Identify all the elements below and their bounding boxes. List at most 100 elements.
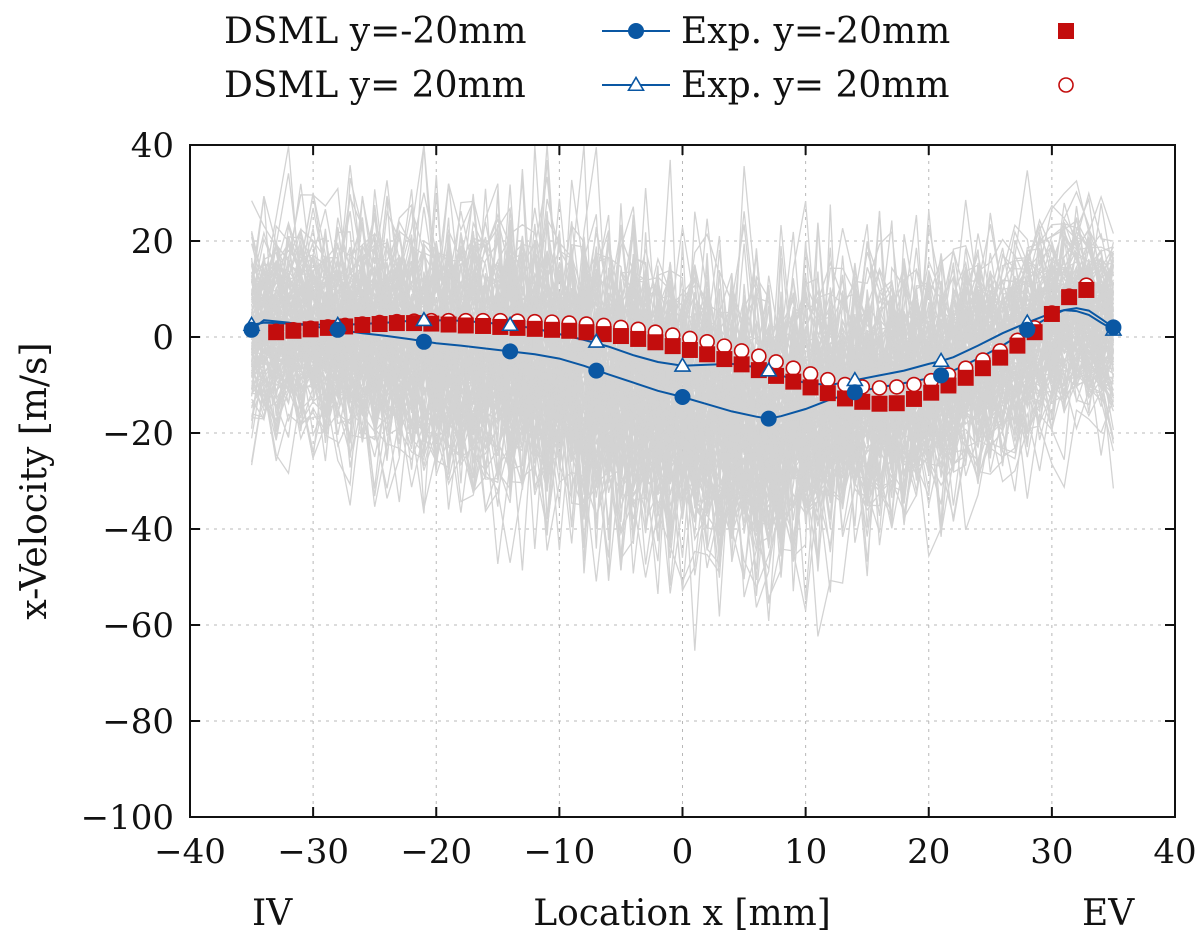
point-exp_neg20 xyxy=(974,360,991,377)
x-tick-label: −30 xyxy=(277,832,349,872)
ensemble-line xyxy=(250,286,1114,517)
x-tick-label: −40 xyxy=(154,832,226,872)
point-exp_neg20 xyxy=(630,330,647,347)
ensemble-line xyxy=(250,252,1114,490)
x-tick-label: 10 xyxy=(784,832,827,872)
point-dsml_neg20 xyxy=(243,321,260,338)
x-tick-label: 20 xyxy=(907,832,950,872)
ticks: −40 −30 −20 −10 0 10 20 30 40−100−80−60−40−20020… xyxy=(81,126,1197,872)
y-tick-label: 0 xyxy=(152,318,174,358)
y-tick-label: −40 xyxy=(102,510,174,550)
x-axis-label: Location x [mm] xyxy=(533,893,831,934)
point-exp_neg20 xyxy=(1061,289,1078,306)
point-exp_neg20 xyxy=(285,322,302,339)
legend-marker xyxy=(1058,77,1074,93)
point-dsml_pos20 xyxy=(932,351,950,368)
y-tick-label: 40 xyxy=(131,126,174,166)
point-exp_neg20 xyxy=(302,321,319,338)
point-dsml_neg20 xyxy=(1105,319,1122,336)
point-exp_neg20 xyxy=(595,326,612,343)
point-exp_neg20 xyxy=(1009,337,1026,354)
point-exp_neg20 xyxy=(268,324,285,341)
point-dsml_neg20 xyxy=(760,410,777,427)
point-exp_pos20 xyxy=(751,348,767,365)
point-exp_neg20 xyxy=(699,346,716,363)
annotation-ev: EV xyxy=(1082,893,1135,934)
point-exp_neg20 xyxy=(543,321,560,338)
legend-marker xyxy=(627,75,645,92)
point-exp_neg20 xyxy=(612,328,629,345)
x-tick-label: 40 xyxy=(1153,832,1196,872)
point-exp_neg20 xyxy=(1078,281,1095,298)
point-exp_neg20 xyxy=(647,334,664,351)
point-exp_neg20 xyxy=(388,315,405,332)
point-dsml_neg20 xyxy=(674,389,691,405)
point-dsml_neg20 xyxy=(846,384,863,401)
y-tick-label: −100 xyxy=(81,798,174,838)
point-dsml_neg20 xyxy=(415,333,432,350)
point-exp_neg20 xyxy=(785,373,802,390)
legend-marker xyxy=(1058,23,1074,39)
series-markers xyxy=(242,277,1123,427)
x-tick-label: −10 xyxy=(523,832,595,872)
point-exp_neg20 xyxy=(992,349,1009,366)
point-dsml_neg20 xyxy=(588,362,605,379)
point-exp_neg20 xyxy=(354,317,371,333)
ensemble-line xyxy=(250,324,1115,637)
point-exp_neg20 xyxy=(888,395,905,412)
x-tick-label: 30 xyxy=(1030,832,1073,872)
point-exp_pos20 xyxy=(733,343,750,359)
point-exp_neg20 xyxy=(440,316,457,333)
point-dsml_pos20 xyxy=(501,315,520,332)
point-exp_neg20 xyxy=(561,322,578,339)
point-dsml_neg20 xyxy=(1019,321,1036,338)
x-tick-label: −20 xyxy=(400,832,472,872)
point-exp_pos20 xyxy=(819,371,836,388)
point-dsml_neg20 xyxy=(933,367,950,384)
point-exp_neg20 xyxy=(371,316,388,333)
point-exp_pos20 xyxy=(871,380,888,396)
legend-label: Exp. y=-20mm xyxy=(681,11,950,52)
annotation-iv: IV xyxy=(252,893,293,934)
point-exp_neg20 xyxy=(681,341,698,358)
y-axis-label: x-Velocity [m/s] xyxy=(14,342,55,619)
legend-label: DSML y=-20mm xyxy=(224,11,526,52)
point-exp_pos20 xyxy=(888,379,905,395)
point-exp_neg20 xyxy=(716,351,733,368)
point-dsml_neg20 xyxy=(329,321,346,338)
point-dsml_pos20 xyxy=(587,332,606,348)
point-exp_neg20 xyxy=(406,315,423,332)
legend-marker xyxy=(628,23,644,39)
point-exp_neg20 xyxy=(957,369,974,386)
ensemble-line xyxy=(251,262,1114,594)
point-exp_pos20 xyxy=(802,366,819,382)
point-exp_neg20 xyxy=(1043,305,1060,322)
point-exp_neg20 xyxy=(819,385,836,402)
point-exp_pos20 xyxy=(906,376,922,393)
point-exp_pos20 xyxy=(785,360,802,377)
point-exp_neg20 xyxy=(475,317,492,334)
point-exp_neg20 xyxy=(578,324,595,341)
legend-label: Exp. y= 20mm xyxy=(681,65,950,106)
ensemble-line xyxy=(251,247,1115,548)
x-tick-label: 0 xyxy=(672,832,694,872)
point-exp_neg20 xyxy=(457,317,474,334)
point-exp_neg20 xyxy=(664,338,681,355)
point-exp_neg20 xyxy=(802,379,819,396)
point-exp_neg20 xyxy=(923,384,940,401)
point-exp_neg20 xyxy=(733,356,750,373)
legend-label: DSML y= 20mm xyxy=(224,65,526,106)
y-tick-label: 20 xyxy=(131,222,174,262)
legend: DSML y=-20mm Exp. y=-20mm DSML y= 20mm Exp.… xyxy=(224,11,1074,106)
point-dsml_neg20 xyxy=(502,343,519,360)
point-dsml_pos20 xyxy=(673,356,692,372)
point-exp_pos20 xyxy=(716,338,733,354)
point-exp_neg20 xyxy=(871,395,888,412)
point-dsml_pos20 xyxy=(759,361,778,377)
point-dsml_pos20 xyxy=(415,311,433,327)
y-tick-label: −60 xyxy=(102,606,174,646)
point-exp_neg20 xyxy=(905,390,922,407)
point-exp_neg20 xyxy=(526,320,543,337)
y-tick-label: −80 xyxy=(102,702,174,742)
